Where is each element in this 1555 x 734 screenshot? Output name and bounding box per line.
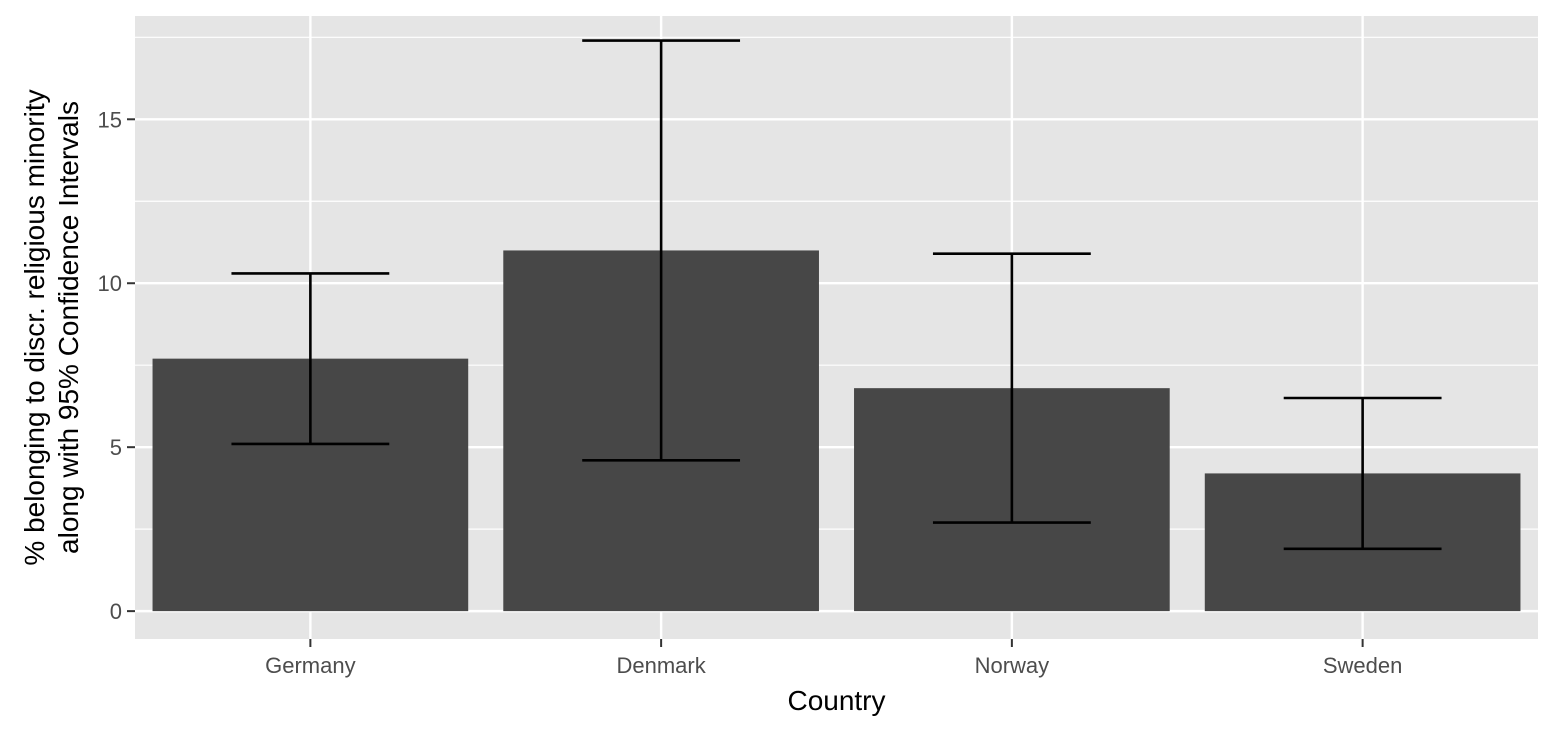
x-tick-label: Denmark — [617, 653, 707, 678]
errorbar-sweden — [1283, 396, 1442, 551]
y-tick-label: 10 — [98, 271, 122, 296]
x-tick-label: Germany — [265, 653, 355, 678]
x-tick-label: Sweden — [1323, 653, 1403, 678]
x-axis-ticks: Germany Denmark Norway Sweden — [265, 639, 1402, 678]
x-axis-title: Country — [787, 685, 885, 716]
x-tick-label: Norway — [975, 653, 1050, 678]
bars — [152, 250, 1521, 612]
y-axis-title: % belonging to discr. religious minority… — [19, 89, 84, 565]
y-tick-label: 5 — [110, 435, 122, 460]
y-axis-ticks: 0 5 10 15 — [98, 107, 135, 624]
y-axis-title-line-2: along with 95% Confidence Intervals — [53, 101, 84, 554]
y-axis-title-line-1: % belonging to discr. religious minority — [19, 89, 50, 565]
errorbar-denmark — [582, 39, 741, 462]
errorbar-germany — [231, 272, 390, 446]
y-tick-label: 15 — [98, 107, 122, 132]
y-tick-label: 0 — [110, 599, 122, 624]
error-bars — [231, 39, 1442, 551]
errorbar-norway — [932, 252, 1091, 524]
